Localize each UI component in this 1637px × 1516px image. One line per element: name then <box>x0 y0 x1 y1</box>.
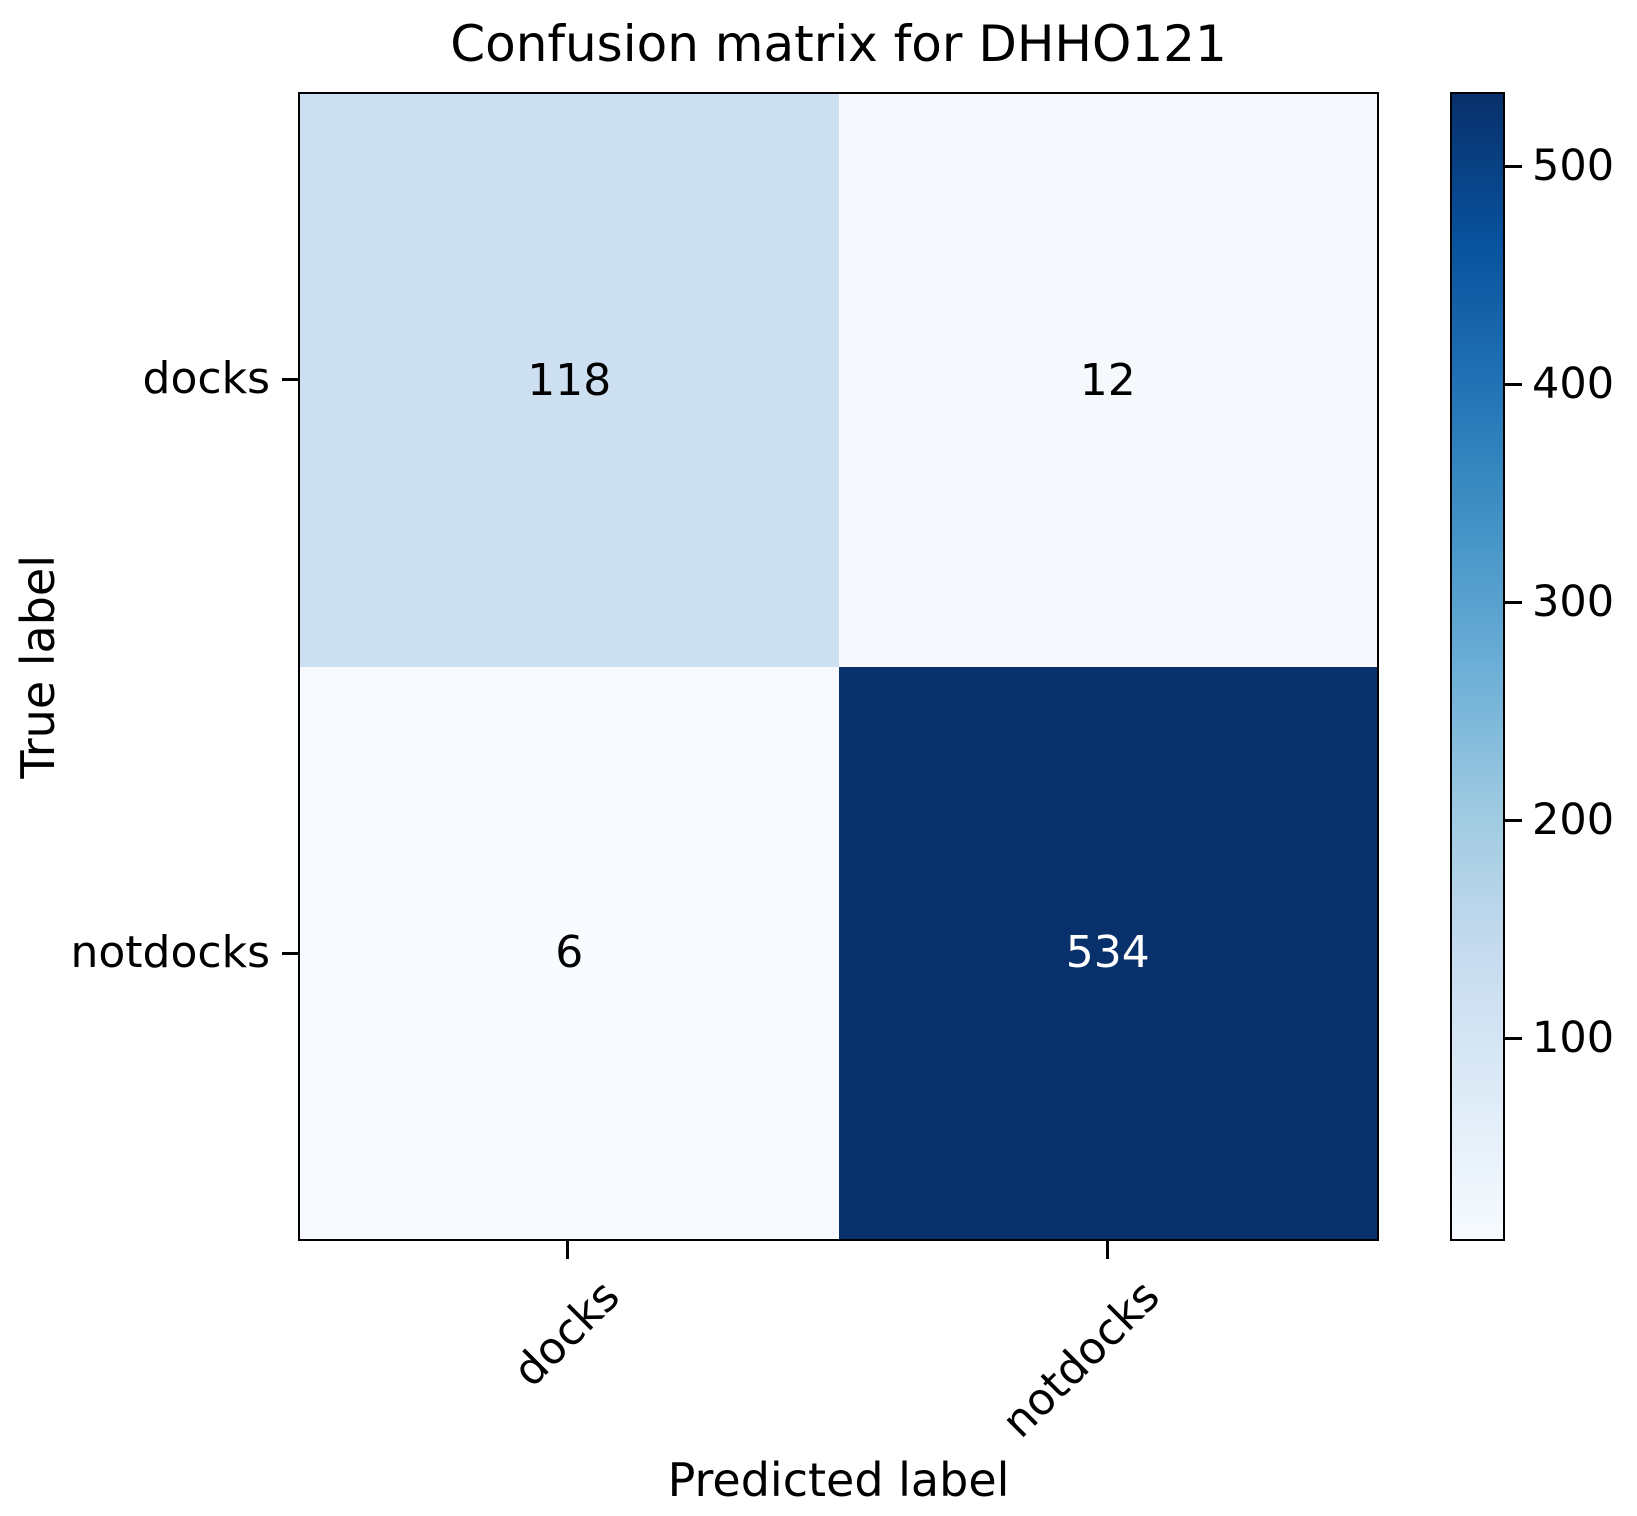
cell-true-notdocks-pred-docks: 6 <box>300 666 839 1239</box>
y-tick-label-docks: docks <box>142 353 270 404</box>
y-tick-mark-docks <box>282 378 298 381</box>
colorbar-tick-mark-500 <box>1504 165 1522 168</box>
x-tick-label-notdocks: notdocks <box>992 1270 1170 1448</box>
x-axis-title: Predicted label <box>667 1453 1010 1507</box>
colorbar-tick-label-200: 200 <box>1532 795 1615 845</box>
colorbar-tick-mark-400 <box>1504 383 1522 386</box>
y-tick-mark-notdocks <box>282 952 298 955</box>
x-tick-label-docks: docks <box>503 1270 630 1397</box>
y-axis-title: True label <box>11 554 65 779</box>
chart-title: Confusion matrix for DHHO121 <box>450 15 1227 73</box>
x-tick-mark-docks <box>566 1241 569 1259</box>
colorbar-tick-label-100: 100 <box>1532 1013 1615 1063</box>
cell-true-docks-pred-docks: 118 <box>300 94 839 667</box>
x-tick-mark-notdocks <box>1106 1241 1109 1259</box>
colorbar-tick-mark-200 <box>1504 819 1522 822</box>
colorbar-gradient <box>1450 92 1505 1241</box>
colorbar-tick-label-300: 300 <box>1532 577 1615 627</box>
y-tick-label-notdocks: notdocks <box>70 927 270 978</box>
colorbar-tick-label-400: 400 <box>1532 359 1615 409</box>
cell-true-docks-pred-notdocks: 12 <box>838 94 1377 667</box>
colorbar-tick-mark-300 <box>1504 601 1522 604</box>
colorbar-tick-label-500: 500 <box>1532 141 1615 191</box>
colorbar-tick-mark-100 <box>1504 1037 1522 1040</box>
cell-true-notdocks-pred-notdocks: 534 <box>838 666 1377 1239</box>
heatmap-plot-area: 118 12 6 534 <box>298 92 1379 1241</box>
